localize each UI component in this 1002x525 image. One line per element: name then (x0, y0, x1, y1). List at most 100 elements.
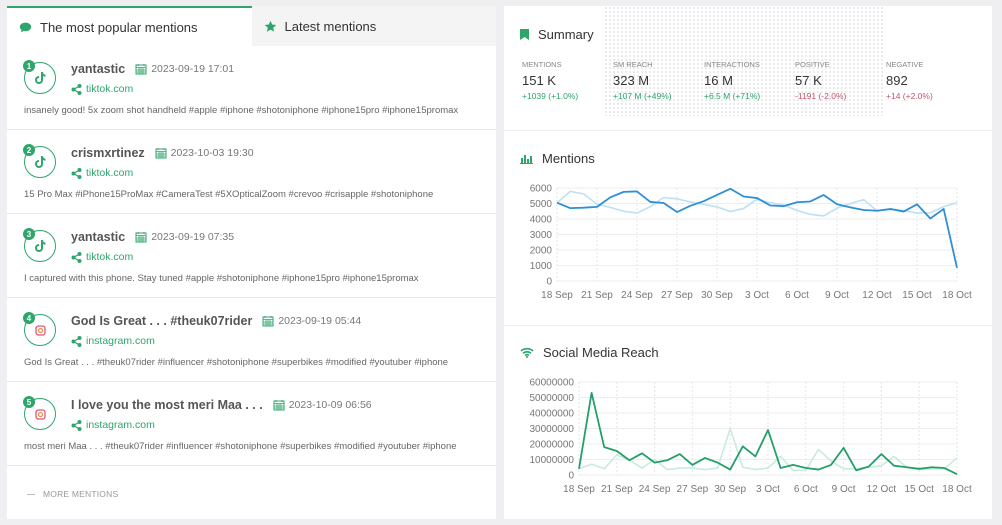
source-link[interactable]: tiktok.com (71, 167, 133, 179)
mention-author[interactable]: yantastic (71, 230, 126, 244)
y-tick-label: 50000000 (530, 393, 575, 404)
dash-icon (27, 493, 35, 495)
x-tick-label: 18 Sep (563, 484, 595, 495)
x-tick-label: 27 Sep (677, 484, 709, 495)
reach-chart-panel: Social Media Reach 0 10000000 20000000 3000… (504, 326, 992, 519)
bookmark-icon (520, 29, 529, 40)
source-link[interactable]: tiktok.com (71, 83, 133, 95)
reach-chart-title: Social Media Reach (520, 345, 659, 360)
summary-panel: Summary MENTIONS 151 K +1039 (+1.0%) SM REA… (504, 6, 992, 130)
tiktok-icon (34, 156, 45, 168)
x-tick-label: 24 Sep (621, 290, 653, 301)
y-tick-label: 30000000 (530, 424, 575, 435)
stat-value: 57 K (795, 73, 822, 88)
mention-item[interactable]: 4 God Is Great . . . #theuk07rider 2023-… (7, 298, 496, 382)
tab-label: Latest mentions (284, 18, 377, 34)
mention-date: 2023-09-19 05:44 (278, 315, 362, 327)
stat-delta: +14 (+2.0%) (886, 91, 933, 101)
stat-label: MENTIONS (522, 60, 562, 69)
rank-badge: 3 (23, 228, 35, 240)
source-link[interactable]: tiktok.com (71, 251, 133, 263)
platform-avatar: 2 (23, 144, 56, 178)
stat-positive: POSITIVE 57 K -1191 (-2.0%) (795, 60, 886, 101)
stat-value: 16 M (704, 73, 733, 88)
source-domain: tiktok.com (86, 251, 134, 263)
x-tick-label: 6 Oct (785, 290, 809, 301)
mention-author[interactable]: crismxrtinez (71, 146, 145, 160)
y-tick-label: 5000 (530, 199, 553, 210)
wifi-icon (520, 347, 534, 358)
y-tick-label: 4000 (530, 215, 553, 226)
mention-author[interactable]: God Is Great . . . #theuk07rider (71, 314, 253, 328)
x-tick-label: 27 Sep (661, 290, 693, 301)
tab-latest[interactable]: Latest mentions (252, 6, 497, 46)
star-icon (264, 20, 276, 32)
x-tick-label: 9 Oct (832, 484, 856, 495)
y-tick-label: 60000000 (530, 378, 575, 389)
stat-delta: +6.5 M (+71%) (704, 91, 761, 101)
source-link[interactable]: instagram.com (71, 419, 155, 431)
source-link[interactable]: instagram.com (71, 335, 155, 347)
reach-line-chart: 0 10000000 20000000 30000000 40000000 5000000… (530, 378, 972, 496)
instagram-icon (34, 324, 46, 336)
platform-avatar: 4 (23, 312, 56, 346)
x-tick-label: 21 Sep (601, 484, 633, 495)
mention-author[interactable]: I love you the most meri Maa . . . (71, 398, 263, 412)
rank-badge: 1 (23, 60, 35, 72)
rank-badge: 2 (23, 144, 35, 156)
tab-most-popular[interactable]: The most popular mentions (7, 6, 252, 46)
mention-text: insanely good! 5x zoom shot handheld #ap… (24, 105, 459, 116)
mentions-line-chart: 0 1000 2000 3000 4000 5000 6000 18 Sep 21 Sep 24 … (530, 184, 972, 302)
x-tick-label: 3 Oct (745, 290, 769, 301)
x-tick-label: 24 Sep (639, 484, 671, 495)
x-tick-label: 21 Sep (581, 290, 613, 301)
share-icon (71, 419, 82, 431)
comment-icon (19, 22, 32, 32)
mention-date: 2023-10-09 06:56 (288, 399, 372, 411)
stat-label: SM REACH (613, 60, 653, 69)
mentions-chart-title: Mentions (520, 151, 595, 166)
mention-item[interactable]: 2 crismxrtinez 2023-10-03 19:30 tiktok.c… (7, 130, 496, 214)
x-tick-label: 18 Oct (942, 484, 972, 495)
y-tick-label: 10000000 (530, 455, 575, 466)
tab-label: The most popular mentions (40, 19, 198, 35)
calendar-icon (135, 232, 147, 243)
y-tick-label: 1000 (530, 261, 553, 272)
x-tick-label: 3 Oct (756, 484, 780, 495)
chart-title-text: Mentions (542, 151, 595, 166)
stat-interactions: INTERACTIONS 16 M +6.5 M (+71%) (704, 60, 795, 101)
tab-bar: The most popular mentions Latest mention… (7, 6, 496, 46)
rank-badge: 5 (23, 396, 35, 408)
mention-item[interactable]: 5 I love you the most meri Maa . . . 202… (7, 382, 496, 466)
x-tick-label: 12 Oct (862, 290, 892, 301)
stat-value: 323 M (613, 73, 650, 88)
bar-chart-icon (520, 155, 533, 164)
source-domain: tiktok.com (86, 167, 134, 179)
stat-mentions: MENTIONS 151 K +1039 (+1.0%) (522, 60, 613, 101)
x-tick-label: 15 Oct (902, 290, 932, 301)
calendar-icon (155, 148, 167, 159)
more-mentions-button[interactable]: MORE MENTIONS (27, 489, 118, 499)
tiktok-icon (34, 240, 45, 252)
platform-avatar: 5 (23, 396, 56, 430)
mention-item[interactable]: 1 yantastic 2023-09-19 17:01 tiktok.com … (7, 46, 496, 130)
y-tick-label: 2000 (530, 246, 553, 257)
mentions-panel: The most popular mentions Latest mention… (7, 6, 496, 519)
x-tick-label: 6 Oct (794, 484, 818, 495)
mention-list: 1 yantastic 2023-09-19 17:01 tiktok.com … (7, 46, 496, 466)
mention-date: 2023-10-03 19:30 (170, 147, 254, 159)
y-tick-label: 0 (546, 277, 552, 288)
mention-item[interactable]: 3 yantastic 2023-09-19 07:35 tiktok.com … (7, 214, 496, 298)
x-tick-label: 12 Oct (867, 484, 897, 495)
y-tick-label: 40000000 (530, 409, 575, 420)
stat-label: INTERACTIONS (704, 60, 760, 69)
x-tick-label: 18 Oct (942, 290, 972, 301)
mention-text: I captured with this phone. Stay tuned #… (24, 273, 419, 284)
stat-value: 892 (886, 73, 908, 88)
x-tick-label: 15 Oct (904, 484, 934, 495)
mention-author[interactable]: yantastic (71, 62, 126, 76)
instagram-icon (34, 408, 46, 420)
stat-negative: NEGATIVE 892 +14 (+2.0%) (886, 60, 977, 101)
summary-stats: MENTIONS 151 K +1039 (+1.0%) SM REACH 323 M +… (522, 60, 977, 101)
chart-title-text: Social Media Reach (543, 345, 659, 360)
